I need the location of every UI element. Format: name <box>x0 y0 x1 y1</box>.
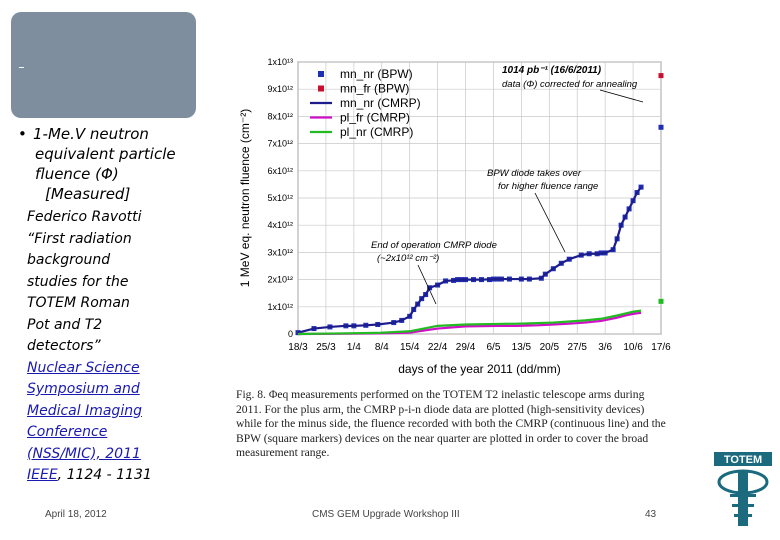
totem-logo: TOTEM <box>714 452 772 526</box>
conf-line: Nuclear Science <box>27 359 140 376</box>
chart-annotation: (~2x10¹² cm⁻²) <box>377 253 439 264</box>
y-tick-label: 1x10¹³ <box>267 57 293 67</box>
legend-swatch <box>318 71 324 77</box>
y-tick-label: 9x10¹² <box>267 84 293 94</box>
ref-line: detectors” <box>27 338 101 354</box>
y-tick-label: 0 <box>288 329 293 339</box>
series-line <box>297 186 642 334</box>
y-tick-label: 6x10¹² <box>267 166 293 176</box>
y-tick-label: 1x10¹² <box>267 302 293 312</box>
logo-bar <box>734 514 752 517</box>
ref-pages: , 1124 - 1131 <box>57 467 152 483</box>
chart-annotation: End of operation CMRP diode <box>371 240 497 251</box>
bullet-text: 1-Me.V neutron equivalent particle fluen… <box>33 124 203 204</box>
x-tick-label: 1/4 <box>347 342 361 353</box>
bullet-line: fluence (Φ) <box>35 165 119 183</box>
y-tick-label: 5x10¹² <box>267 193 293 203</box>
bullet-line: [Measured] <box>45 185 131 203</box>
ref-line: TOTEM Roman <box>27 295 130 311</box>
figure-caption: Fig. 8. Φeq measurements performed on th… <box>236 388 666 460</box>
data-point <box>658 298 664 304</box>
x-axis-label: days of the year 2011 (dd/mm) <box>398 362 561 376</box>
conf-line: Medical Imaging <box>27 402 142 419</box>
ref-line: studies for the <box>27 273 129 290</box>
footer-page-number: 43 <box>645 509 657 520</box>
footer-date: April 18, 2012 <box>45 509 107 520</box>
publisher-link[interactable]: IEEE <box>27 467 58 483</box>
legend-entry: pl_fr (CMRP) <box>340 111 410 125</box>
footer-event: CMS GEM Upgrade Workshop III <box>312 509 460 520</box>
annotation-arrow <box>417 264 437 305</box>
logo-text: TOTEM <box>724 454 762 466</box>
x-tick-label: 3/6 <box>598 342 612 353</box>
ref-line: background <box>27 252 111 268</box>
annotation-arrow <box>534 192 566 253</box>
reference: Federico Ravotti “First radiation backgr… <box>27 207 177 487</box>
ref-publisher-line: IEEE, 1124 - 1131 <box>27 465 177 487</box>
y-axis-label: 1 MeV eq. neutron fluence (cm⁻²) <box>238 109 252 287</box>
bullet-dot: • <box>18 125 27 143</box>
title-dash <box>19 67 24 68</box>
x-tick-label: 15/4 <box>400 342 420 353</box>
conf-line: (NSS/MIC), 2011 <box>27 445 141 462</box>
data-point <box>658 73 664 79</box>
fluence-chart: 18/3 25/3 1/4 8/4 15/4 22/4 29/4 6/5 13/5 20/5 27/… <box>238 57 671 376</box>
logo-bar <box>730 494 756 497</box>
y-tick-label: 4x10¹² <box>267 220 293 230</box>
x-tick-label: 27/5 <box>567 342 587 353</box>
legend-entry: mn_fr (BPW) <box>340 82 409 96</box>
chart-annotation: for higher fluence range <box>498 181 598 192</box>
y-tick-label: 7x10¹² <box>267 139 293 149</box>
x-tick-label: 6/5 <box>487 342 501 353</box>
x-tick-label: 17/6 <box>651 342 671 353</box>
y-tick-label: 3x10¹² <box>267 247 293 257</box>
chart-annotation: data (Φ) corrected for annealing <box>502 79 638 90</box>
bullet-line: 1-Me.V neutron <box>33 125 149 143</box>
data-point <box>658 124 664 130</box>
chart-annotation: 1014 pb⁻¹ (16/6/2011) <box>502 65 602 76</box>
logo-banner <box>714 452 772 466</box>
annotation-arrow <box>599 89 644 103</box>
y-tick-label: 8x10¹² <box>267 111 293 121</box>
ref-line: Federico Ravotti <box>27 209 142 225</box>
conf-line: Symposium and <box>27 381 140 397</box>
y-tick-label: 2x10¹² <box>267 275 293 285</box>
series-line <box>297 309 642 336</box>
x-tick-label: 8/4 <box>375 342 389 353</box>
x-tick-label: 25/3 <box>316 342 336 353</box>
chart-annotation: BPW diode takes over <box>487 168 582 179</box>
conference-link[interactable]: Nuclear Science Symposium and Medical Im… <box>27 358 177 466</box>
legend-entry: pl_nr (CMRP) <box>340 125 413 139</box>
x-tick-label: 20/5 <box>540 342 560 353</box>
legend-swatch <box>318 85 324 92</box>
ref-line: “First radiation <box>27 230 132 247</box>
title-box <box>11 12 196 118</box>
x-tick-label: 13/5 <box>512 342 532 353</box>
x-tick-label: 29/4 <box>456 342 476 353</box>
legend-entry: mn_nr (CMRP) <box>340 96 421 110</box>
x-tick-label: 22/4 <box>428 342 448 353</box>
legend-entry: mn_nr (BPW) <box>340 67 413 81</box>
bullet-line: equivalent particle <box>35 145 176 163</box>
x-tick-label: 10/6 <box>623 342 643 353</box>
logo-bar <box>732 504 754 507</box>
ref-line: Pot and T2 <box>27 316 103 333</box>
x-tick-label: 18/3 <box>288 342 308 353</box>
logo-column <box>738 470 748 526</box>
conf-line: Conference <box>27 424 108 440</box>
